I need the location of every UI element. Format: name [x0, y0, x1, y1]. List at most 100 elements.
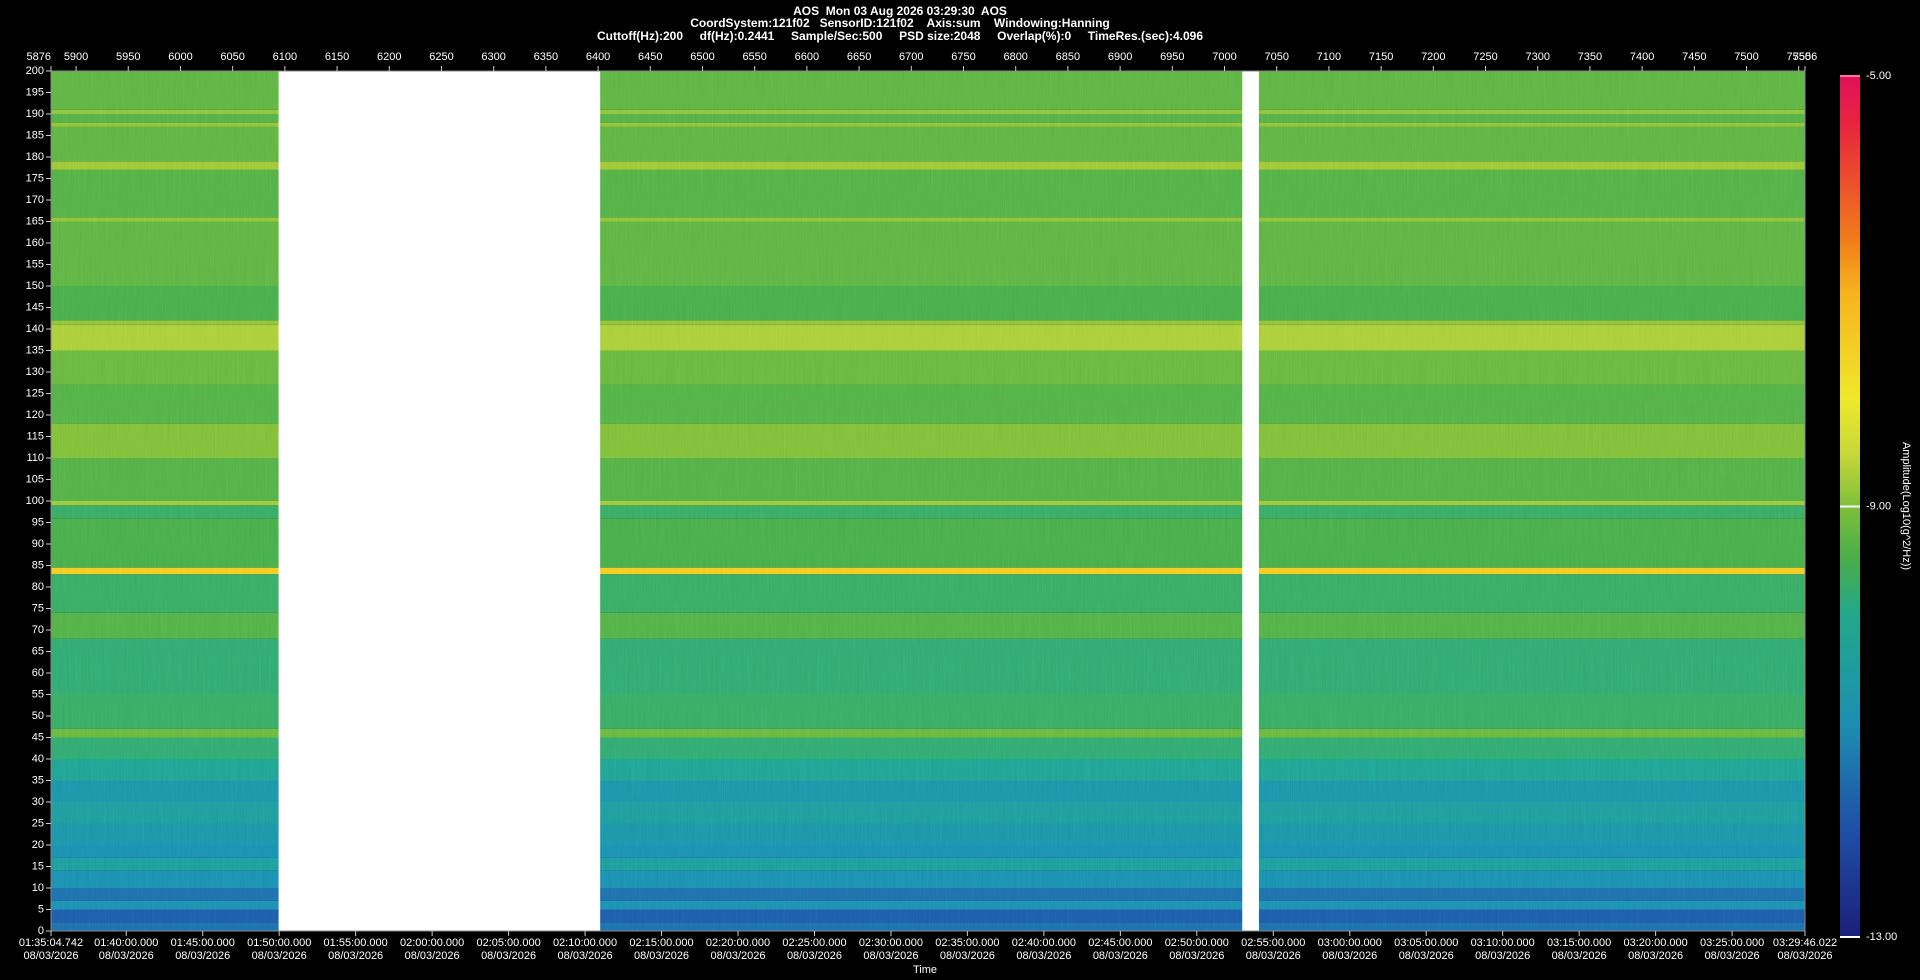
x-tick-label: 6400: [586, 51, 610, 63]
x-axis-title: Time: [913, 964, 937, 976]
x2-tick-date: 08/03/2026: [405, 950, 460, 962]
x2-tick-label: 03:05:00.000: [1394, 937, 1458, 949]
y-tick-label: 95: [32, 516, 44, 528]
x2-tick-label: 01:55:00.000: [324, 937, 388, 949]
x2-tick-date: 08/03/2026: [481, 950, 536, 962]
y-tick-label: 195: [26, 86, 44, 98]
x-tick-label: 6550: [742, 51, 766, 63]
x2-tick-date: 08/03/2026: [710, 950, 765, 962]
x2-tick-date: 08/03/2026: [23, 950, 78, 962]
y-tick-label: 170: [26, 194, 44, 206]
x-tick-label: 7300: [1525, 51, 1549, 63]
x-tick-label: 6800: [1003, 51, 1027, 63]
y-tick-label: 100: [26, 495, 44, 507]
data-gap: [278, 71, 601, 931]
x-tick-label: 6050: [220, 51, 244, 63]
x-tick-label: 6900: [1108, 51, 1132, 63]
x-tick-label: 6300: [481, 51, 505, 63]
x2-tick-label: 03:00:00.000: [1318, 937, 1382, 949]
y-tick-label: 105: [26, 473, 44, 485]
x-tick-label: 7150: [1369, 51, 1393, 63]
x2-tick-date: 08/03/2026: [328, 950, 383, 962]
y-tick-label: 20: [32, 839, 44, 851]
x2-tick-date: 08/03/2026: [1322, 950, 1377, 962]
x-tick-label: 7400: [1630, 51, 1654, 63]
x2-tick-label: 01:35:04.742: [19, 937, 83, 949]
x-tick-label: 6450: [638, 51, 662, 63]
x2-tick-date: 08/03/2026: [787, 950, 842, 962]
x2-tick-date: 08/03/2026: [1705, 950, 1760, 962]
x2-tick-date: 08/03/2026: [634, 950, 689, 962]
x-tick-label: 7350: [1578, 51, 1602, 63]
x-tick-label: 6750: [951, 51, 975, 63]
y-tick-label: 0: [38, 925, 44, 937]
y-tick-label: 160: [26, 237, 44, 249]
x-tick-label: 7000: [1212, 51, 1236, 63]
x2-tick-label: 03:25:00.000: [1700, 937, 1764, 949]
y-tick-label: 55: [32, 688, 44, 700]
x-tick-label: 6950: [1160, 51, 1184, 63]
x2-tick-label: 02:25:00.000: [782, 937, 846, 949]
x2-tick-label: 02:10:00.000: [553, 937, 617, 949]
x-tick-label: 6850: [1056, 51, 1080, 63]
x-tick-label: 6200: [377, 51, 401, 63]
x2-tick-label: 02:30:00.000: [859, 937, 923, 949]
y-tick-label: 200: [26, 65, 44, 77]
x2-tick-label: 02:05:00.000: [476, 937, 540, 949]
x2-tick-date: 08/03/2026: [252, 950, 307, 962]
x2-tick-label: 03:10:00.000: [1471, 937, 1535, 949]
x-tick-label: 6600: [795, 51, 819, 63]
x2-tick-date: 08/03/2026: [1169, 950, 1224, 962]
x2-tick-label: 03:20:00.000: [1624, 937, 1688, 949]
y-tick-label: 75: [32, 602, 44, 614]
x2-tick-date: 08/03/2026: [1552, 950, 1607, 962]
x-tick-label: 6350: [534, 51, 558, 63]
y-tick-label: 115: [26, 430, 44, 442]
x2-tick-date: 08/03/2026: [1399, 950, 1454, 962]
x2-tick-date: 08/03/2026: [1093, 950, 1148, 962]
x2-tick-label: 02:40:00.000: [1012, 937, 1076, 949]
x-tick-label: 7200: [1421, 51, 1445, 63]
colorbar-tick-label: -5.00: [1866, 70, 1891, 82]
y-tick-label: 35: [32, 774, 44, 786]
x2-tick-date: 08/03/2026: [99, 950, 154, 962]
x2-tick-label: 02:50:00.000: [1165, 937, 1229, 949]
y-tick-label: 60: [32, 667, 44, 679]
x-tick-label: 6000: [168, 51, 192, 63]
y-tick-label: 120: [26, 409, 44, 421]
x2-tick-date: 08/03/2026: [1016, 950, 1071, 962]
x-tick-label: 6150: [325, 51, 349, 63]
x2-tick-label: 02:20:00.000: [706, 937, 770, 949]
y-tick-label: 175: [26, 172, 44, 184]
y-tick-label: 45: [32, 731, 44, 743]
x2-tick-date: 08/03/2026: [1475, 950, 1530, 962]
x2-tick-label: 01:40:00.000: [94, 937, 158, 949]
y-tick-label: 70: [32, 624, 44, 636]
y-tick-label: 110: [26, 452, 44, 464]
y-tick-label: 5: [38, 903, 44, 915]
x-tick-label: 7500: [1734, 51, 1758, 63]
x2-tick-date: 08/03/2026: [175, 950, 230, 962]
plot-area: [51, 71, 1805, 931]
x-tick-label: 5876: [27, 51, 51, 63]
y-tick-label: 180: [26, 151, 44, 163]
y-tick-label: 145: [26, 301, 44, 313]
x2-tick-label: 03:15:00.000: [1547, 937, 1611, 949]
y-tick-label: 40: [32, 753, 44, 765]
x-tick-label: 7550: [1786, 51, 1810, 63]
colorbar-title: Amplitude(Log10(g^2/Hz)): [1900, 442, 1912, 570]
y-tick-label: 85: [32, 559, 44, 571]
x-tick-label: 6700: [899, 51, 923, 63]
y-tick-label: 50: [32, 710, 44, 722]
x-tick-label: 6500: [690, 51, 714, 63]
x2-tick-label: 02:45:00.000: [1088, 937, 1152, 949]
x2-tick-label: 01:50:00.000: [247, 937, 311, 949]
x2-tick-label: 02:35:00.000: [935, 937, 999, 949]
x2-tick-date: 08/03/2026: [1777, 950, 1832, 962]
y-tick-label: 135: [26, 344, 44, 356]
y-tick-label: 30: [32, 796, 44, 808]
y-tick-label: 125: [26, 387, 44, 399]
y-tick-label: 190: [26, 108, 44, 120]
chart-title: AOS Mon 03 Aug 2026 03:29:30 AOS: [793, 4, 1007, 18]
